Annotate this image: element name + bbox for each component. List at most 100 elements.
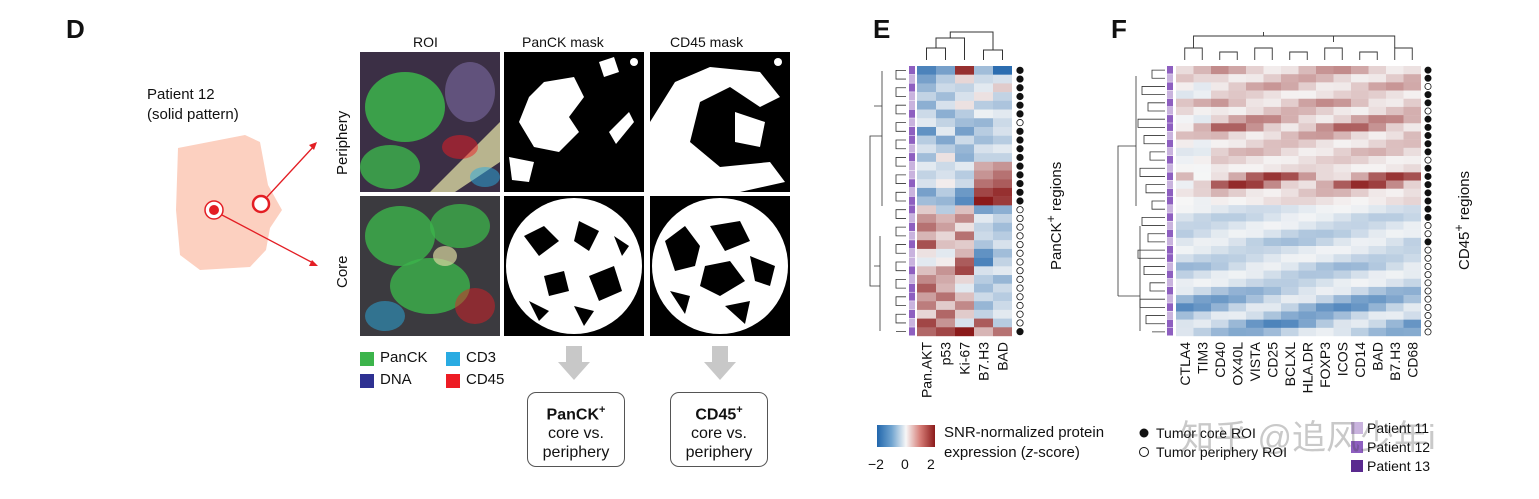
e-heat-cell — [993, 301, 1012, 311]
f-heat-cell — [1298, 131, 1316, 140]
f-heat-cell — [1386, 311, 1404, 320]
f-heat-cell — [1351, 303, 1369, 312]
f-heat-cell — [1368, 246, 1386, 255]
f-heat-cell — [1228, 98, 1246, 108]
f-heat-cell — [1351, 311, 1369, 320]
f-heat-cell — [1193, 295, 1211, 304]
f-heat-cell — [1246, 98, 1264, 108]
e-heat-cell — [955, 187, 974, 197]
f-heat-cell — [1333, 147, 1351, 157]
f-heat-cell — [1228, 180, 1246, 189]
f-heat-cell — [1281, 221, 1299, 230]
f-patient-cell — [1167, 311, 1173, 320]
f-heat-cell — [1246, 115, 1264, 124]
f-heat-cell — [1298, 172, 1316, 181]
f-heat-cell — [1368, 139, 1386, 149]
f-heat-cell — [1211, 327, 1229, 337]
f-heat-cell — [1333, 270, 1351, 279]
f-heat-cell — [1298, 237, 1316, 247]
f-col-label: BAD — [1369, 342, 1385, 371]
e-roi-marker — [1016, 275, 1024, 283]
f-heat-cell — [1316, 196, 1334, 206]
f-heat-cell — [1211, 180, 1229, 189]
f-heat-cell — [1316, 286, 1334, 296]
e-patient-cell — [909, 126, 915, 136]
arrow-core-head — [309, 260, 318, 266]
f-heat-cell — [1298, 98, 1316, 108]
e-heat-cell — [917, 170, 936, 180]
f-heat-cell — [1176, 98, 1194, 108]
f-heat-cell — [1176, 66, 1194, 75]
f-heat-cell — [1211, 270, 1229, 279]
f-heat-cell — [1176, 106, 1194, 116]
e-heat-cell — [993, 118, 1012, 128]
down-arrow-panck — [558, 346, 590, 380]
f-heat-cell — [1246, 327, 1264, 337]
colorbar-min: −2 — [868, 456, 884, 472]
f-heat-cell — [1298, 156, 1316, 165]
e-col-label: Ki-67 — [957, 342, 973, 375]
f-heat-cell — [1176, 196, 1194, 206]
e-patient-cell — [909, 74, 915, 83]
f-heat-cell — [1176, 74, 1194, 83]
f-heat-cell — [1298, 213, 1316, 222]
f-heat-cell — [1403, 295, 1421, 304]
e-roi-marker — [1016, 206, 1024, 214]
e-heat-cell — [955, 118, 974, 128]
f-heat-cell — [1263, 303, 1281, 312]
cd45-mask-periphery — [650, 52, 790, 192]
f-heat-cell — [1333, 221, 1351, 230]
f-heat-cell — [1263, 295, 1281, 304]
f-heat-cell — [1368, 196, 1386, 206]
f-heat-cell — [1351, 213, 1369, 222]
e-heat-cell — [955, 248, 974, 258]
f-heat-cell — [1263, 229, 1281, 239]
f-heat-cell — [1403, 180, 1421, 189]
f-heat-cell — [1246, 196, 1264, 206]
f-roi-marker — [1424, 115, 1432, 123]
e-roi-marker — [1016, 258, 1024, 266]
f-heat-cell — [1263, 237, 1281, 247]
e-patient-cell — [909, 231, 915, 240]
f-heat-cell — [1193, 278, 1211, 288]
f-roi-marker — [1424, 328, 1432, 336]
e-heat-cell — [955, 196, 974, 206]
f-heat-cell — [1316, 147, 1334, 157]
f-heat-cell — [1281, 106, 1299, 116]
f-heat-cell — [1246, 147, 1264, 157]
f-heat-cell — [1316, 123, 1334, 132]
f-heat-cell — [1316, 205, 1334, 214]
f-heat-cell — [1228, 164, 1246, 173]
f-heat-cell — [1263, 180, 1281, 189]
f-col-label: HLA.DR — [1299, 342, 1315, 393]
f-side-label-sup: + — [1452, 224, 1466, 232]
f-heat-cell — [1193, 319, 1211, 329]
e-patient-cell — [909, 257, 915, 266]
f-heat-cell — [1316, 237, 1334, 247]
e-heat-cell — [936, 283, 955, 293]
f-heat-cell — [1263, 139, 1281, 149]
f-heat-cell — [1263, 98, 1281, 108]
f-heat-cell — [1316, 74, 1334, 83]
e-roi-marker — [1016, 179, 1024, 188]
e-heat-cell — [936, 301, 955, 311]
f-heat-cell — [1316, 106, 1334, 116]
f-roi-marker — [1424, 91, 1432, 99]
f-heat-cell — [1386, 106, 1404, 116]
f-heat-cell — [1403, 188, 1421, 198]
f-heat-cell — [1263, 172, 1281, 181]
f-heat-cell — [1298, 254, 1316, 263]
patient-13-swatch — [1351, 460, 1363, 472]
f-roi-marker — [1424, 295, 1432, 303]
arrow-core — [221, 214, 316, 265]
f-heat-cell — [1316, 164, 1334, 173]
f-heat-cell — [1246, 164, 1264, 173]
f-heat-cell — [1351, 295, 1369, 304]
f-roi-marker — [1424, 197, 1432, 205]
f-heat-cell — [1316, 180, 1334, 189]
f-heat-cell — [1316, 254, 1334, 263]
e-heat-cell — [917, 66, 936, 75]
f-heat-cell — [1176, 139, 1194, 149]
f-heat-cell — [1298, 286, 1316, 296]
col-label-roi: ROI — [413, 34, 438, 50]
